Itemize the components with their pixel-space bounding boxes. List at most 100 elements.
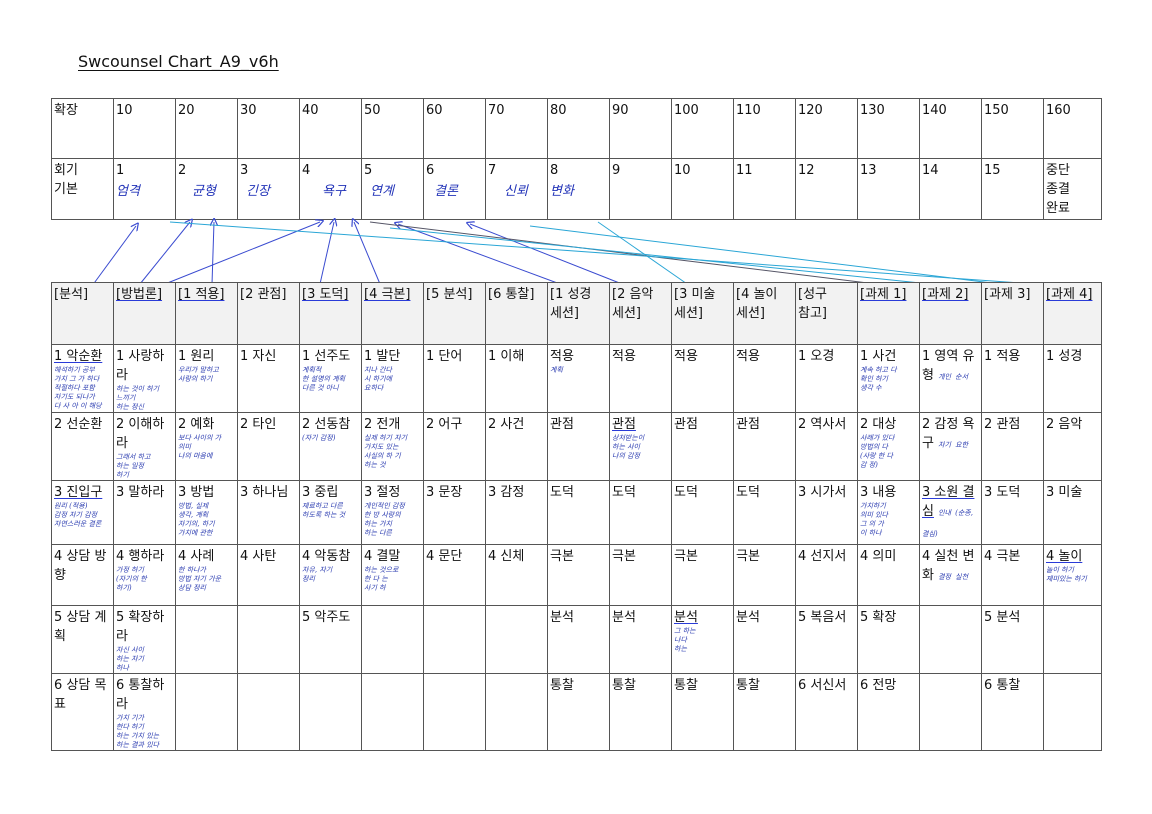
table-cell: 2 이해하라 그래서 하고 하는 일정 하기 bbox=[113, 412, 176, 481]
column-header: [5 분석] bbox=[423, 282, 486, 345]
session-cell: 9 bbox=[609, 158, 672, 220]
session-status-label: 완료 bbox=[1046, 201, 1070, 216]
cell-text: 관점 bbox=[612, 417, 636, 432]
table-cell: 4 의미 bbox=[857, 544, 920, 606]
counsel-chart-table: [분석] [방법론] [1 적용] [2 관점] [3 도덕] [4 극본] [… bbox=[51, 282, 1102, 751]
table-cell: 3 절정 개인적인 감정 한 방 사랑의 하는 가치 하는 다른 bbox=[361, 480, 424, 545]
table-cell: 4 사탄 bbox=[237, 544, 300, 606]
column-header: [과제 2] bbox=[919, 282, 982, 345]
table-cell: 1 성경 bbox=[1043, 344, 1102, 413]
table-cell: 통찰 bbox=[609, 673, 672, 751]
table-cell: 5 확장하라 자신 사이 하는 자기 하나 bbox=[113, 605, 176, 674]
arrow-line bbox=[91, 226, 136, 287]
table-cell: 극본 bbox=[547, 544, 610, 606]
handwritten-note: 자유, 자기 정리 bbox=[302, 566, 333, 583]
table-cell: 3 하나님 bbox=[237, 480, 300, 545]
cell-text: 3 중립 bbox=[302, 485, 339, 500]
handwritten-note: 자기 bbox=[938, 441, 951, 449]
table-cell: 관점 bbox=[733, 412, 796, 481]
cell-text: 2 대상 bbox=[860, 417, 897, 432]
table-cell: 3 내용 가치하기 의미 있다 그 의 가 이 하나 bbox=[857, 480, 920, 545]
table-cell: 2 역사서 bbox=[795, 412, 858, 481]
handwritten-note: 하는 것으로 한 다 는 사기 하 bbox=[364, 566, 399, 592]
handwritten-note: 요한 bbox=[955, 441, 969, 449]
table-cell: 5 악주도 bbox=[299, 605, 362, 674]
table-cell: 적용 bbox=[671, 344, 734, 413]
column-header: [1 성경 세션] bbox=[547, 282, 610, 345]
handwritten-note: (자기 감정) bbox=[302, 434, 336, 442]
column-header: [2 음악 세션] bbox=[609, 282, 672, 345]
table-cell: 4 문단 bbox=[423, 544, 486, 606]
handwritten-note: 보다 사이의 가 의미 나의 마음에 bbox=[178, 434, 222, 460]
arrow-line bbox=[354, 222, 381, 285]
handwritten-word: 긴장 bbox=[246, 184, 270, 199]
table-cell: 6 통찰하라 가치 기가 한다 하기 하는 가치 있는 하는 결과 있다 bbox=[113, 673, 176, 751]
session-cell: 7 신뢰 bbox=[485, 158, 548, 220]
table-cell bbox=[919, 673, 982, 751]
column-header-label: [방법론] bbox=[116, 287, 163, 302]
cell-text: 1 원리 bbox=[178, 349, 215, 364]
session-number: 4 bbox=[302, 163, 311, 178]
table-cell: 극본 bbox=[733, 544, 796, 606]
table-cell: 통찰 bbox=[733, 673, 796, 751]
session-cell: 10 bbox=[671, 158, 734, 220]
table-row: 2 선순환 2 이해하라 그래서 하고 하는 일정 하기 2 예화 보다 사이의 가… bbox=[51, 412, 1102, 481]
table-cell: 2 예화 보다 사이의 가 의미 나의 마음에 bbox=[175, 412, 238, 481]
handwritten-note: (순종, 결심) bbox=[922, 509, 973, 538]
handwritten-note: 우리가 말하고 사랑의 하기 bbox=[178, 366, 219, 383]
table-cell: 5 복음서 bbox=[795, 605, 858, 674]
handwritten-word: 욕구 bbox=[322, 184, 346, 199]
cell-text: 2 감정 욕구 bbox=[922, 417, 975, 451]
cell-text: 1 악순환 bbox=[54, 349, 103, 364]
session-header-label: 기본 bbox=[54, 182, 78, 197]
table-cell: 3 감정 bbox=[485, 480, 548, 545]
column-header-label: [4 극본] bbox=[364, 287, 411, 302]
session-cell: 15 bbox=[981, 158, 1044, 220]
table-cell: 2 음악 bbox=[1043, 412, 1102, 481]
cell-text: 4 실천 변화 bbox=[922, 549, 975, 583]
handwritten-note: 지나 간다 시 하기에 요하다 bbox=[364, 366, 392, 392]
column-header-label: [과제 2] bbox=[922, 287, 969, 302]
table-cell: 1 오경 bbox=[795, 344, 858, 413]
table-cell: 1 사랑하라 하는 것이 하기 느끼기 하는 정신 bbox=[113, 344, 176, 413]
table-cell: 관점 bbox=[547, 412, 610, 481]
table-cell bbox=[1043, 673, 1102, 751]
extension-cell: 160 bbox=[1043, 98, 1102, 159]
handwritten-note: 방법, 실제 생각, 계획 자기의, 하기 가치에 관한 bbox=[178, 502, 215, 537]
table-cell: 3 중립 재료하고 다른 하도록 하는 것 bbox=[299, 480, 362, 545]
table-cell bbox=[175, 673, 238, 751]
document-title: Swcounsel Chart_A9_v6h bbox=[78, 52, 279, 71]
table-cell: 1 발단 지나 간다 시 하기에 요하다 bbox=[361, 344, 424, 413]
arrow-line bbox=[139, 222, 190, 285]
handwritten-note: 놀이 하기 재미있는 하기 bbox=[1046, 566, 1087, 583]
handwritten-note: 자신 사이 하는 자기 하나 bbox=[116, 646, 144, 672]
cell-text: 3 소원 결심 bbox=[922, 485, 975, 519]
table-cell: 6 상담 목표 bbox=[51, 673, 114, 751]
handwritten-note: 가치 기가 한다 하기 하는 가치 있는 하는 결과 있다 bbox=[116, 714, 160, 749]
column-header: [3 미술 세션] bbox=[671, 282, 734, 345]
cell-text: 4 놀이 bbox=[1046, 549, 1083, 564]
column-header: [성구 참고] bbox=[795, 282, 858, 345]
extension-cell: 확장 bbox=[51, 98, 114, 159]
table-cell: 관점 상처받는이 하는 사이 나의 감정 bbox=[609, 412, 672, 481]
column-header: [과제 4] bbox=[1043, 282, 1102, 345]
cell-text: 3 절정 bbox=[364, 485, 401, 500]
session-row: 회기 기본 1 엄격 2 균형 3 긴장 4 욕구 5 연계 6 결론 7 신뢰 8 변화 9 … bbox=[51, 158, 1102, 220]
handwritten-note: 사례가 있다 방법의 다 (사랑 한 다 감 정) bbox=[860, 434, 895, 469]
cell-text: 4 결말 bbox=[364, 549, 401, 564]
arrow-line bbox=[398, 224, 561, 285]
handwritten-note: 결정 bbox=[938, 573, 951, 581]
arrow-line bbox=[319, 222, 334, 285]
handwritten-word: 연계 bbox=[370, 184, 394, 199]
table-cell: 2 선동참 (자기 감정) bbox=[299, 412, 362, 481]
table-cell: 1 선주도 계획적 한 설명의 계획 다른 것 아니 bbox=[299, 344, 362, 413]
handwritten-note: 한 하나가 방법 자기 가운 상담 정리 bbox=[178, 566, 222, 592]
extension-cell: 150 bbox=[981, 98, 1044, 159]
session-number: 5 bbox=[364, 163, 373, 178]
column-header: [과제 3] bbox=[981, 282, 1044, 345]
handwritten-note: 실천 bbox=[955, 573, 969, 581]
column-header-label: [3 도덕] bbox=[302, 287, 349, 302]
cell-text: 3 진입구 bbox=[54, 485, 103, 500]
arrow-line bbox=[159, 222, 320, 287]
